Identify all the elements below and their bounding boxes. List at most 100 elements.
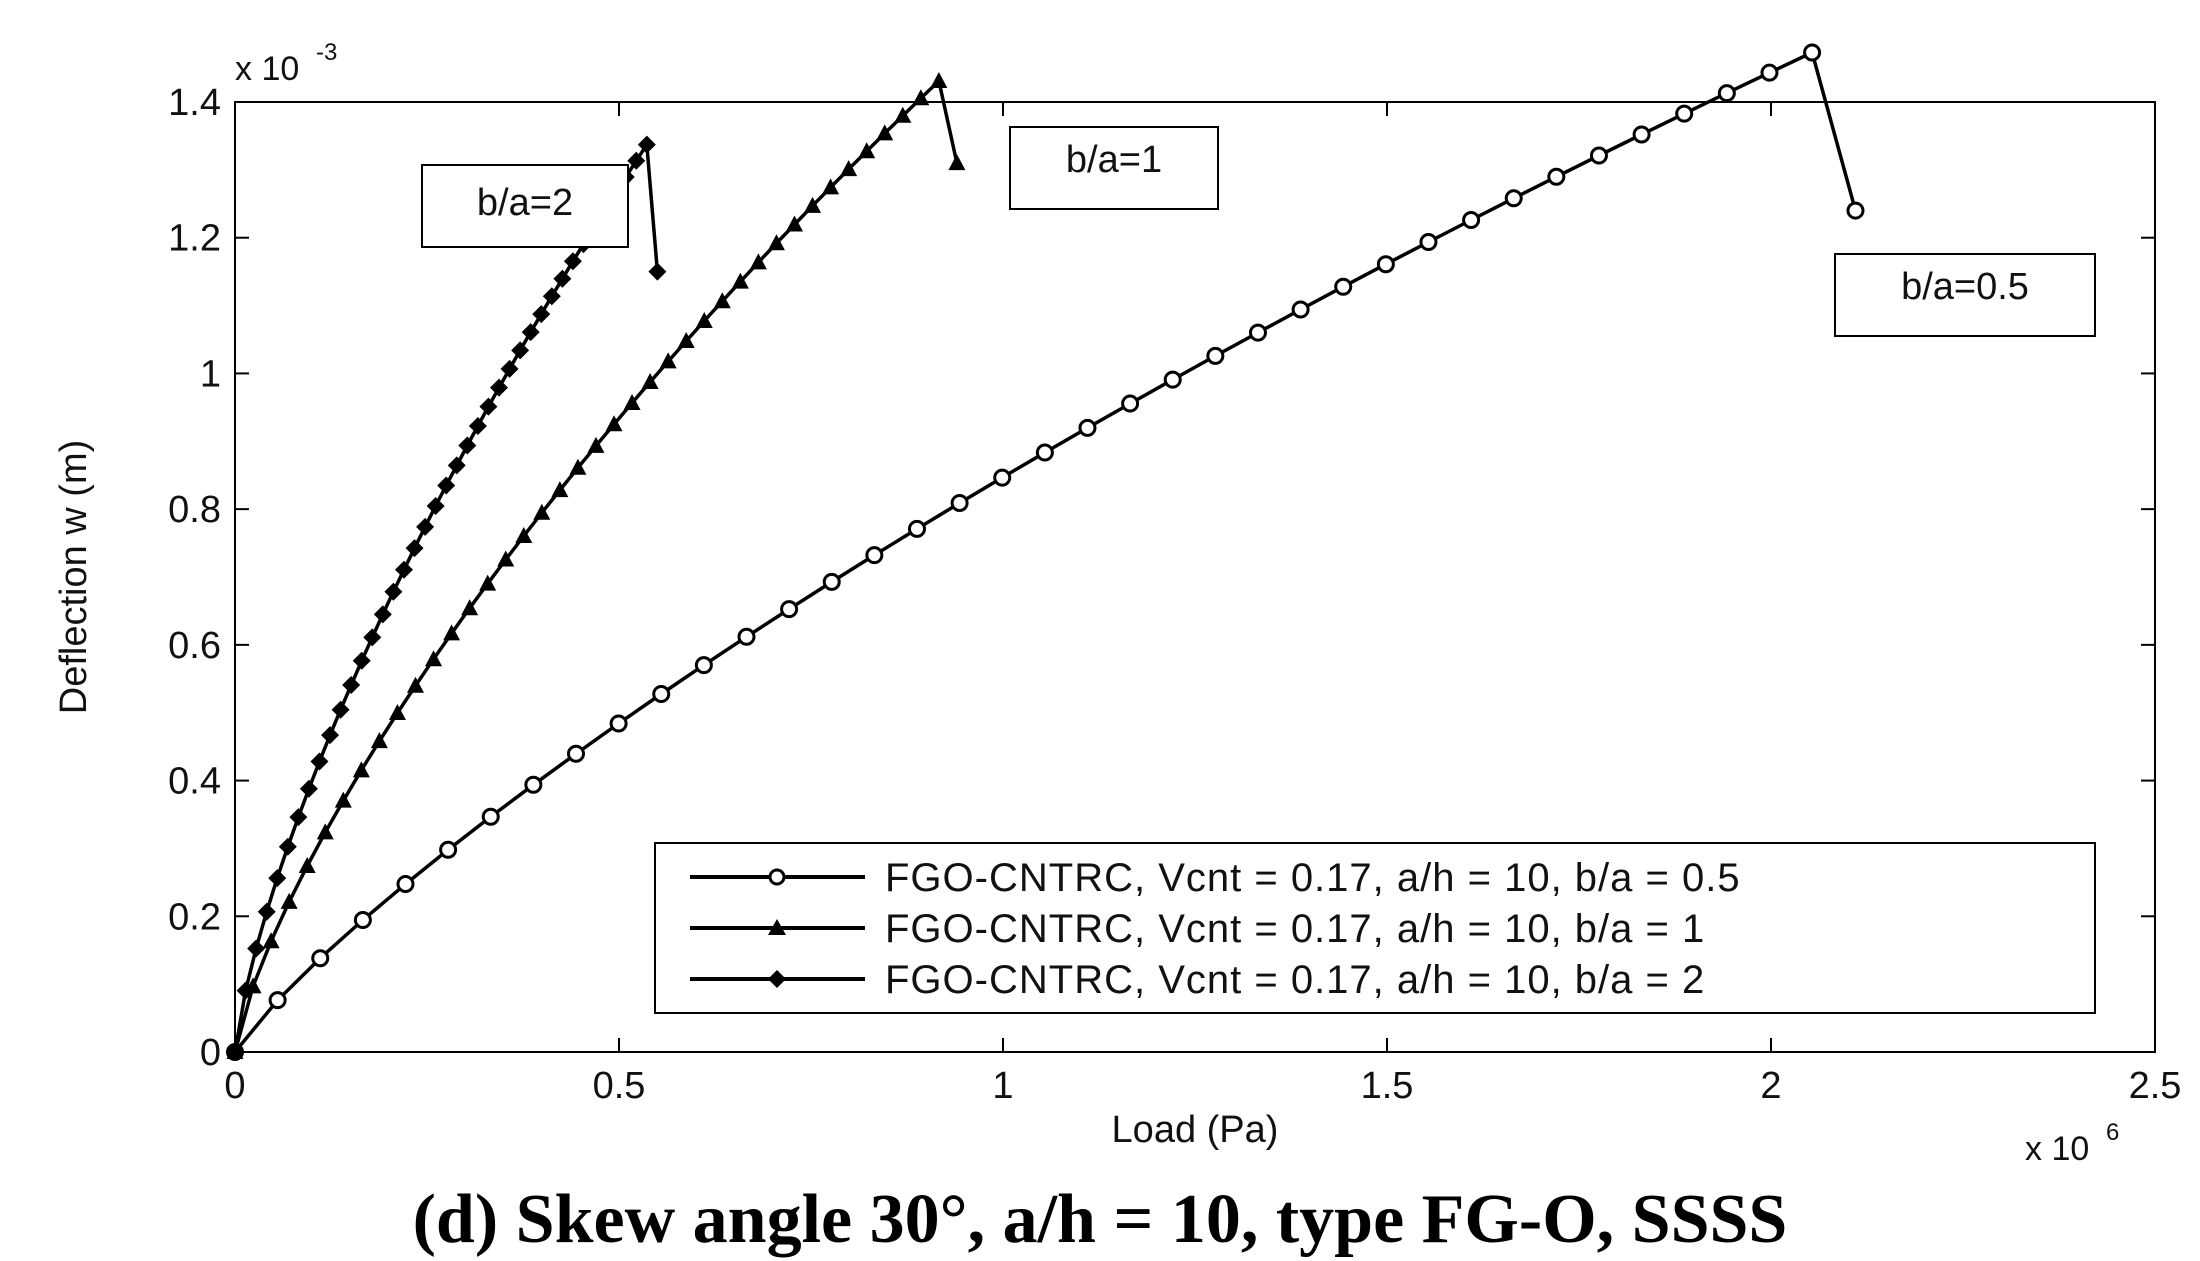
data-point bbox=[907, 519, 926, 538]
data-point bbox=[331, 700, 350, 719]
data-point bbox=[268, 869, 287, 888]
data-point bbox=[749, 253, 767, 270]
data-point bbox=[566, 744, 585, 763]
y-tick-label: 1.4 bbox=[168, 82, 221, 124]
data-point bbox=[479, 574, 497, 591]
data-point bbox=[425, 650, 443, 667]
data-point bbox=[289, 808, 308, 827]
y-tick-label: 0.2 bbox=[168, 896, 221, 938]
data-point bbox=[1121, 394, 1140, 413]
data-point bbox=[694, 656, 713, 675]
data-point bbox=[511, 341, 530, 360]
svg-text:x 10: x 10 bbox=[2025, 1130, 2089, 1168]
svg-text:b/a=1: b/a=1 bbox=[1066, 139, 1162, 181]
data-point bbox=[262, 932, 280, 949]
data-point bbox=[677, 332, 695, 349]
data-point bbox=[1589, 146, 1608, 165]
data-point bbox=[1547, 167, 1566, 186]
data-point bbox=[731, 272, 749, 289]
data-point bbox=[804, 196, 822, 213]
data-point bbox=[497, 550, 515, 567]
y-multiplier: x 10 -3 bbox=[235, 39, 337, 88]
x-tick-label: 1.5 bbox=[1361, 1065, 1414, 1107]
data-point bbox=[1078, 418, 1097, 437]
x-tick-label: 2.5 bbox=[2129, 1065, 2182, 1107]
data-point bbox=[479, 397, 498, 416]
data-point bbox=[447, 456, 466, 475]
data-point bbox=[553, 269, 572, 288]
legend: FGO-CNTRC, Vcnt = 0.17, a/h = 10, b/a = … bbox=[654, 842, 2096, 1014]
y-tick-label: 1 bbox=[200, 353, 221, 395]
series-0 bbox=[226, 43, 1865, 1061]
series-layer bbox=[226, 43, 1865, 1061]
data-point bbox=[1376, 255, 1395, 274]
data-point bbox=[876, 124, 894, 141]
data-point bbox=[930, 71, 948, 88]
data-point bbox=[551, 481, 569, 498]
data-point bbox=[388, 703, 406, 720]
data-point bbox=[500, 359, 519, 378]
data-point bbox=[1846, 201, 1865, 220]
data-point bbox=[342, 675, 361, 694]
data-point bbox=[1632, 125, 1651, 144]
svg-text:x 10: x 10 bbox=[235, 50, 299, 88]
data-point bbox=[894, 106, 912, 123]
x-tick-label: 1 bbox=[992, 1065, 1013, 1107]
data-point bbox=[394, 560, 413, 579]
x-axis-label: Load (Pa) bbox=[1112, 1109, 1279, 1151]
data-point bbox=[641, 373, 659, 390]
data-point bbox=[627, 151, 646, 170]
data-point bbox=[587, 436, 605, 453]
data-point bbox=[1760, 63, 1779, 82]
data-point bbox=[352, 651, 371, 670]
data-point bbox=[542, 287, 561, 306]
data-point bbox=[822, 178, 840, 195]
x-multiplier: x 10 6 bbox=[2025, 1119, 2119, 1168]
data-point bbox=[609, 714, 628, 733]
figure-caption: (d) Skew angle 30°, a/h = 10, type FG-O,… bbox=[412, 1181, 1788, 1258]
data-point bbox=[767, 234, 785, 251]
y-tick-label: 0.6 bbox=[168, 625, 221, 667]
data-point bbox=[524, 775, 543, 794]
data-point bbox=[352, 761, 370, 778]
data-point bbox=[299, 779, 318, 798]
data-point bbox=[1291, 300, 1310, 319]
data-point bbox=[532, 305, 551, 324]
data-point bbox=[1334, 277, 1353, 296]
data-point bbox=[1206, 346, 1225, 365]
data-point bbox=[437, 476, 456, 495]
data-point bbox=[1163, 370, 1182, 389]
data-point bbox=[310, 752, 329, 771]
axis-ticks: 0 0.5 1 1.5 2 2.5 0 0.2 0.4 0.6 0.8 1 1.2 1.4 bbox=[168, 82, 2181, 1107]
data-point bbox=[1717, 84, 1736, 103]
data-point bbox=[481, 807, 500, 826]
x-tick-label: 0.5 bbox=[593, 1065, 646, 1107]
data-point bbox=[278, 837, 297, 856]
data-point bbox=[316, 823, 334, 840]
legend-entry-b-a-1: FGO-CNTRC, Vcnt = 0.17, a/h = 10, b/a = … bbox=[690, 907, 1705, 951]
data-point bbox=[461, 599, 479, 616]
data-point bbox=[569, 458, 587, 475]
data-point bbox=[490, 378, 508, 397]
annotation-b-a-0-5: b/a=0.5 bbox=[1834, 253, 2096, 337]
data-point bbox=[637, 135, 656, 154]
svg-text:6: 6 bbox=[2106, 1119, 2119, 1146]
data-point bbox=[247, 939, 266, 958]
data-point bbox=[623, 394, 641, 411]
data-point bbox=[1248, 323, 1267, 342]
data-point bbox=[443, 624, 461, 641]
data-point bbox=[311, 949, 330, 968]
data-point bbox=[521, 323, 540, 342]
data-point bbox=[468, 416, 487, 435]
data-point bbox=[373, 605, 392, 624]
data-point bbox=[1803, 43, 1822, 62]
data-point bbox=[226, 1043, 244, 1061]
data-point bbox=[950, 494, 969, 513]
y-tick-label: 1.2 bbox=[168, 218, 221, 260]
y-tick-label: 0.4 bbox=[168, 761, 221, 803]
data-point bbox=[840, 160, 858, 177]
svg-text:FGO-CNTRC, Vcnt = 0.17, a/h =: FGO-CNTRC, Vcnt = 0.17, a/h = 10, b/a = … bbox=[885, 907, 1705, 951]
data-point bbox=[948, 154, 966, 171]
data-point bbox=[405, 539, 424, 558]
data-point bbox=[426, 497, 445, 516]
